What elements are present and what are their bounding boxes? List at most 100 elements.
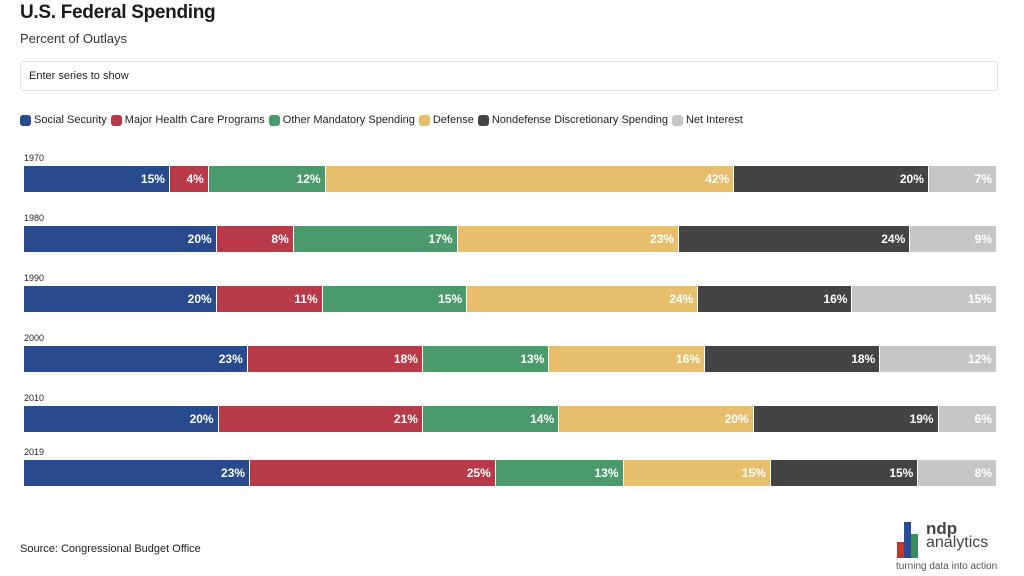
- bar-segment[interactable]: 16%: [698, 286, 853, 312]
- data-label: 20%: [724, 412, 749, 426]
- bar-segment[interactable]: 15%: [770, 460, 919, 486]
- legend-item[interactable]: Social Security: [20, 114, 107, 126]
- bar-segment[interactable]: 8%: [216, 226, 294, 252]
- bar-segment[interactable]: 15%: [623, 460, 771, 486]
- data-label: 9%: [974, 232, 992, 246]
- bar-segment[interactable]: 23%: [24, 346, 248, 372]
- data-label: 18%: [393, 352, 418, 366]
- data-label: 20%: [189, 412, 214, 426]
- bar-segment[interactable]: 11%: [216, 286, 323, 312]
- bar-segment[interactable]: 16%: [549, 346, 706, 372]
- bar-segment[interactable]: 6%: [938, 406, 997, 432]
- data-label: 15%: [967, 292, 992, 306]
- bar-segment[interactable]: 18%: [247, 346, 423, 372]
- category-label: 2010: [24, 393, 45, 403]
- data-label: 13%: [594, 466, 619, 480]
- legend-swatch: [477, 114, 489, 126]
- legend-item[interactable]: Defense: [418, 114, 474, 126]
- bar-segment[interactable]: 15%: [852, 286, 997, 312]
- data-label: 23%: [650, 232, 675, 246]
- legend-swatch: [20, 114, 31, 126]
- legend-label: Nondefense Discretionary Spending: [491, 114, 668, 126]
- bar-segment[interactable]: 12%: [880, 346, 997, 372]
- legend-label: Other Mandatory Spending: [282, 114, 415, 126]
- bar-segment[interactable]: 24%: [467, 286, 699, 312]
- data-label: 11%: [294, 292, 318, 306]
- bar-segment[interactable]: 21%: [218, 406, 423, 432]
- legend-swatch: [268, 114, 280, 126]
- data-label: 42%: [705, 172, 730, 186]
- bar-segment[interactable]: 42%: [325, 166, 735, 192]
- bar-segment[interactable]: 24%: [679, 226, 911, 252]
- data-label: 8%: [271, 232, 289, 246]
- data-label: 14%: [530, 412, 555, 426]
- data-label: 15%: [741, 466, 766, 480]
- legend-item[interactable]: Nondefense Discretionary Spending: [477, 114, 668, 126]
- data-label: 7%: [974, 172, 992, 186]
- data-label: 6%: [974, 412, 992, 426]
- bar-segment[interactable]: 13%: [495, 460, 624, 486]
- bar-segment[interactable]: 13%: [422, 346, 550, 372]
- legend-label: Major Health Care Programs: [124, 114, 265, 126]
- bar-segment[interactable]: 14%: [422, 406, 560, 432]
- ndp-analytics-logo: ndp analytics turning data into action: [896, 520, 1006, 576]
- logo-name-line1: ndp: [926, 519, 958, 538]
- category-label: 1990: [24, 273, 45, 283]
- chart-subtitle: Percent of Outlays: [20, 31, 127, 46]
- category-label: 1970: [24, 153, 45, 163]
- legend-label: Defense: [432, 114, 474, 126]
- legend-label: Net Interest: [685, 114, 743, 126]
- bar-segment[interactable]: 20%: [24, 286, 217, 312]
- data-label: 12%: [967, 352, 992, 366]
- bar-segment[interactable]: 20%: [24, 406, 219, 432]
- logo-tagline: turning data into action: [896, 561, 998, 572]
- data-label: 23%: [218, 352, 243, 366]
- bar-segment[interactable]: 20%: [734, 166, 929, 192]
- bar-segment[interactable]: 20%: [24, 226, 217, 252]
- data-label: 12%: [296, 172, 321, 186]
- bar-segment[interactable]: 23%: [24, 460, 251, 486]
- legend-label: Social Security: [34, 114, 107, 126]
- category-label: 1980: [24, 213, 45, 223]
- legend-item[interactable]: Net Interest: [671, 114, 743, 126]
- data-label: 19%: [909, 412, 934, 426]
- category-label: 2000: [24, 333, 45, 343]
- data-label: 15%: [889, 466, 914, 480]
- data-label: 21%: [393, 412, 418, 426]
- data-label: 4%: [186, 172, 204, 186]
- chart-title: U.S. Federal Spending: [20, 2, 216, 23]
- source-note: Source: Congressional Budget Office: [20, 543, 201, 555]
- bar-segment[interactable]: 9%: [910, 226, 997, 252]
- data-label: 16%: [823, 292, 848, 306]
- chart-legend: Social Security Major Health Care Program…: [20, 114, 747, 126]
- bar-segment[interactable]: 4%: [169, 166, 209, 192]
- data-label: 16%: [676, 352, 701, 366]
- bar-segment[interactable]: 15%: [24, 166, 170, 192]
- data-label: 8%: [974, 466, 992, 480]
- data-label: 20%: [187, 292, 212, 306]
- legend-swatch: [418, 114, 430, 126]
- bar-segment[interactable]: 8%: [918, 460, 997, 486]
- bar-segment[interactable]: 15%: [322, 286, 468, 312]
- legend-swatch: [671, 114, 683, 126]
- data-label: 23%: [221, 466, 246, 480]
- data-label: 18%: [851, 352, 876, 366]
- data-label: 20%: [899, 172, 924, 186]
- legend-item[interactable]: Other Mandatory Spending: [268, 114, 415, 126]
- bar-segment[interactable]: 12%: [208, 166, 326, 192]
- bar-segment[interactable]: 23%: [457, 226, 680, 252]
- bar-segment[interactable]: 25%: [250, 460, 496, 486]
- legend-item[interactable]: Major Health Care Programs: [110, 114, 265, 126]
- data-label: 24%: [881, 232, 906, 246]
- data-label: 15%: [438, 292, 463, 306]
- data-label: 25%: [466, 466, 491, 480]
- data-label: 20%: [187, 232, 212, 246]
- bar-segment[interactable]: 18%: [705, 346, 881, 372]
- bar-segment[interactable]: 19%: [753, 406, 939, 432]
- data-label: 17%: [428, 232, 453, 246]
- bar-segment[interactable]: 17%: [293, 226, 458, 252]
- bar-segment[interactable]: 7%: [928, 166, 997, 192]
- series-search-input[interactable]: [20, 61, 998, 91]
- bar-segment[interactable]: 20%: [559, 406, 754, 432]
- data-label: 13%: [520, 352, 545, 366]
